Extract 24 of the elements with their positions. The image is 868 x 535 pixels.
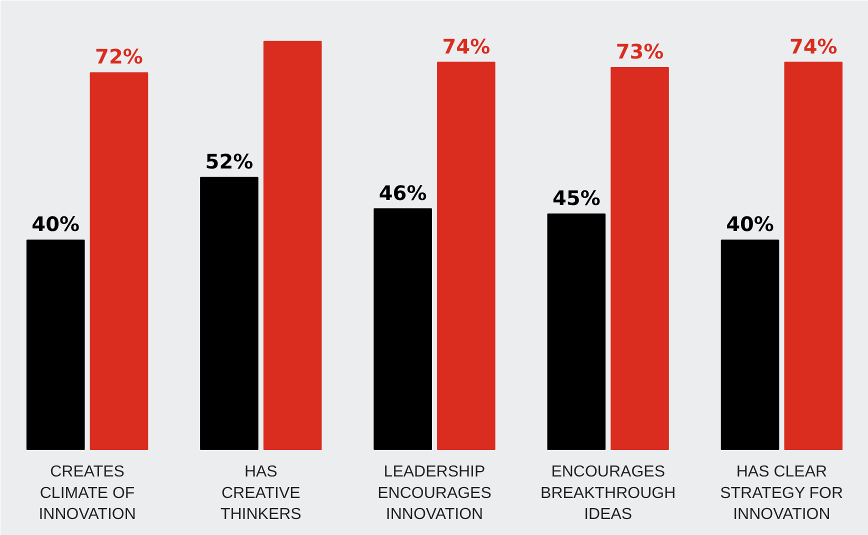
- data-label: 52%: [205, 149, 254, 174]
- bar: [374, 208, 432, 450]
- data-label: 46%: [378, 180, 427, 205]
- data-label: 40%: [32, 212, 80, 236]
- bar: [200, 176, 258, 450]
- data-label: 72%: [95, 44, 143, 69]
- bar: [437, 62, 496, 450]
- bar: [784, 62, 843, 450]
- bar: [610, 66, 669, 450]
- data-label: 40%: [726, 212, 774, 236]
- bar: [26, 240, 85, 450]
- x-tick-label: ENCOURAGES BREAKTHROUGH IDEAS: [540, 464, 676, 523]
- bar: [720, 240, 780, 450]
- data-label: 45%: [552, 186, 600, 210]
- bar: [90, 72, 148, 450]
- data-label: 73%: [616, 39, 664, 64]
- x-tick-label: HAS CREATIVE THINKERS: [220, 464, 302, 523]
- x-tick-label: HAS CLEAR STRATEGY FOR INNOVATION: [720, 464, 844, 523]
- data-label: 74%: [442, 34, 490, 58]
- bar: [263, 40, 322, 450]
- x-tick-label: LEADERSHIP ENCOURAGES INNOVATION: [378, 464, 492, 523]
- x-tick-label: CREATES CLIMATE OF INNOVATION: [38, 464, 136, 523]
- bar: [547, 214, 606, 450]
- data-label: 74%: [789, 34, 838, 58]
